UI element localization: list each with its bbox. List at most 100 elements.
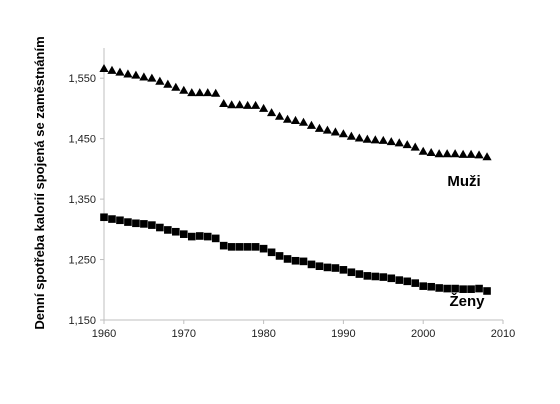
triangle-point (338, 129, 348, 138)
triangle-point (187, 88, 197, 97)
square-point (267, 248, 276, 257)
triangle-point (378, 135, 388, 144)
triangle-point (442, 149, 452, 158)
square-point (379, 273, 388, 281)
square-point (363, 272, 372, 280)
triangle-point (155, 76, 165, 85)
square-point (108, 215, 116, 223)
square-point (124, 218, 132, 226)
x-tick-label: 2000 (411, 328, 435, 340)
square-point (148, 221, 156, 229)
square-point (187, 232, 196, 241)
x-tick-group: 1960 1970 1980 1990 2000 2010 (92, 320, 515, 340)
square-point (483, 287, 491, 295)
triangle-point (434, 149, 444, 158)
square-point (435, 284, 443, 292)
triangle-point (466, 149, 476, 158)
square-point (371, 272, 380, 281)
square-point (100, 213, 108, 222)
triangle-point (322, 125, 333, 134)
triangle-point (386, 137, 396, 146)
data-marks (99, 63, 492, 295)
square-point (291, 256, 300, 265)
square-point (403, 277, 412, 286)
square-point (355, 270, 364, 278)
y-tick-label: 1,550 (68, 73, 96, 85)
square-point (323, 263, 332, 272)
square-point (235, 243, 244, 251)
series-muzi (99, 63, 492, 161)
triangle-point (450, 149, 460, 158)
square-point (467, 285, 475, 293)
triangle-point (306, 120, 317, 129)
triangle-point (314, 123, 325, 132)
triangle-point (107, 65, 117, 74)
y-axis-label: Denní spotřeba kalorií spojená se zaměst… (32, 36, 47, 329)
triangle-point (402, 140, 412, 149)
square-point (395, 276, 404, 284)
series-label-muzi: Muži (447, 173, 480, 190)
triangle-point (426, 147, 436, 157)
square-point (195, 232, 204, 240)
square-point (451, 284, 459, 293)
square-point (243, 243, 252, 251)
triangle-point (131, 70, 141, 79)
square-point (219, 241, 228, 250)
square-point (156, 223, 164, 232)
square-point (227, 243, 236, 251)
series-label-zeny: Ženy (449, 292, 485, 310)
triangle-point (370, 135, 380, 144)
triangle-point (211, 88, 221, 97)
square-point (259, 244, 268, 253)
y-tick-label: 1,450 (68, 134, 96, 146)
triangle-point (274, 111, 285, 120)
x-tick-label: 1960 (92, 328, 116, 340)
triangle-point (259, 103, 269, 112)
y-tick-label: 1,150 (68, 315, 96, 327)
triangle-point (243, 100, 253, 109)
square-point (275, 252, 284, 260)
x-tick-label: 2010 (491, 328, 515, 340)
triangle-point (266, 108, 277, 117)
square-point (307, 260, 316, 269)
x-tick-label: 1990 (331, 328, 355, 340)
triangle-point (179, 85, 189, 94)
square-point (132, 219, 140, 228)
x-tick-label: 1980 (251, 328, 275, 340)
triangle-point (458, 149, 468, 158)
x-tick-label: 1970 (172, 328, 196, 340)
triangle-point (203, 88, 213, 97)
triangle-point (235, 100, 245, 109)
y-tick-label: 1,250 (68, 255, 96, 267)
triangle-point (418, 146, 428, 155)
triangle-point (290, 115, 301, 124)
triangle-point (99, 63, 109, 73)
square-point (283, 255, 292, 263)
square-point (164, 226, 172, 234)
square-point (443, 284, 451, 293)
square-point (140, 220, 148, 228)
triangle-point (482, 152, 492, 161)
triangle-point (251, 100, 261, 109)
triangle-point (346, 131, 356, 140)
square-point (172, 227, 180, 236)
triangle-point (147, 73, 157, 82)
square-point (299, 257, 308, 266)
square-point (427, 282, 435, 291)
square-point (116, 216, 124, 225)
square-point (203, 232, 212, 241)
axes (103, 48, 503, 321)
y-tick-label: 1,350 (68, 194, 96, 206)
square-point (315, 262, 324, 271)
square-point (331, 264, 340, 272)
square-point (475, 284, 483, 293)
triangle-point (219, 99, 229, 108)
series-zeny (100, 213, 491, 295)
triangle-point (227, 100, 237, 109)
triangle-point (195, 88, 205, 97)
y-tick-group: 1,150 1,250 1,350 1,450 1,550 (68, 73, 104, 327)
triangle-point (163, 79, 173, 88)
square-point (180, 230, 188, 238)
triangle-point (394, 138, 404, 147)
